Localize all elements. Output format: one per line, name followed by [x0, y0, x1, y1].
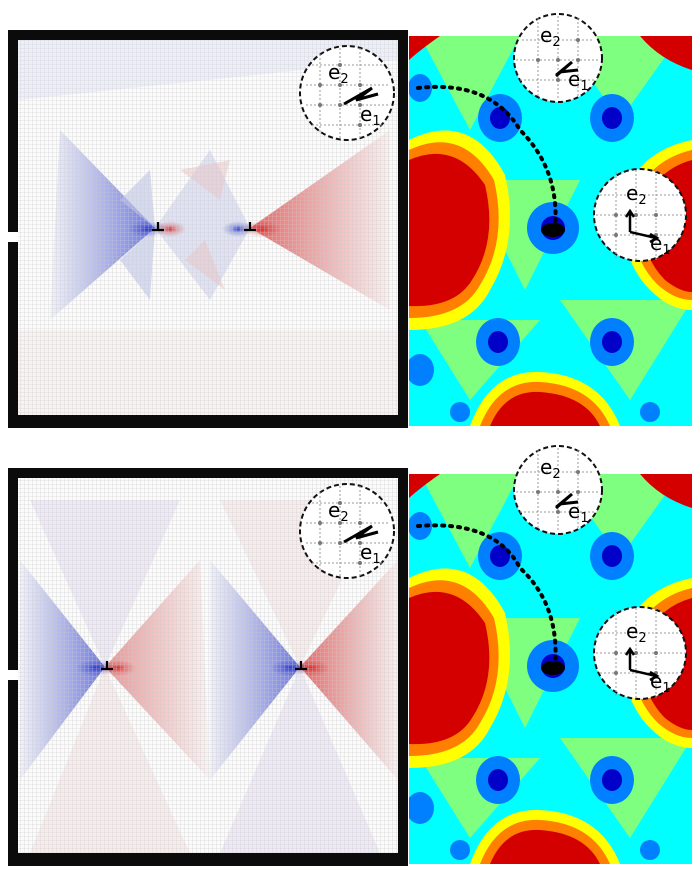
svg-text:e2: e2: [626, 619, 647, 646]
energy-minimum: [478, 532, 522, 580]
svg-text:e2: e2: [328, 498, 349, 525]
lattice-vector-inset: e2 e1: [593, 606, 687, 700]
lattice-vector-arrows: [555, 60, 579, 78]
high-energy-region: [409, 153, 490, 307]
svg-text:e1: e1: [360, 540, 381, 567]
lattice-vector-arrows: [555, 492, 579, 510]
bottom-left-field-panel: e2 e1: [8, 468, 408, 866]
svg-text:e1: e1: [568, 67, 589, 94]
svg-text:e1: e1: [568, 499, 589, 526]
energy-minimum: [590, 532, 634, 580]
lattice-vector-arrows: [343, 86, 379, 106]
svg-text:e1: e1: [650, 669, 671, 696]
lattice-vector-arrows: [343, 524, 379, 544]
lattice-vector-arrows: [624, 646, 660, 682]
lattice-vector-inset: e2 e1: [299, 45, 395, 141]
energy-minimum: [478, 94, 522, 142]
top-right-energy-panel: [409, 36, 692, 426]
energy-minimum: [476, 756, 520, 804]
transition-path: [416, 523, 558, 668]
svg-text:e2: e2: [540, 23, 561, 50]
svg-text:e1: e1: [360, 102, 381, 129]
svg-text:e2: e2: [626, 181, 647, 208]
top-left-field-panel: e2 e1: [8, 30, 408, 428]
energy-minimum: [590, 318, 634, 366]
lattice-vector-inset: e2 e1: [513, 13, 603, 103]
energy-minimum: [590, 94, 634, 142]
svg-text:e2: e2: [328, 60, 349, 87]
bottom-right-energy-panel: [409, 474, 692, 864]
svg-text:e2: e2: [540, 455, 561, 482]
dislocation-marker: [295, 661, 307, 671]
energy-minimum: [476, 318, 520, 366]
dislocation-marker: [101, 661, 113, 671]
dislocation-marker: [244, 222, 256, 232]
transition-path: [416, 84, 558, 230]
lattice-vector-arrows: [624, 208, 660, 244]
lattice-vector-inset: e2 e1: [299, 483, 395, 579]
energy-minimum: [590, 756, 634, 804]
dislocation-marker: [152, 222, 164, 232]
lattice-vector-inset: e2 e1: [513, 445, 603, 535]
lattice-vector-inset: e2 e1: [593, 168, 687, 262]
svg-text:e1: e1: [650, 231, 671, 258]
